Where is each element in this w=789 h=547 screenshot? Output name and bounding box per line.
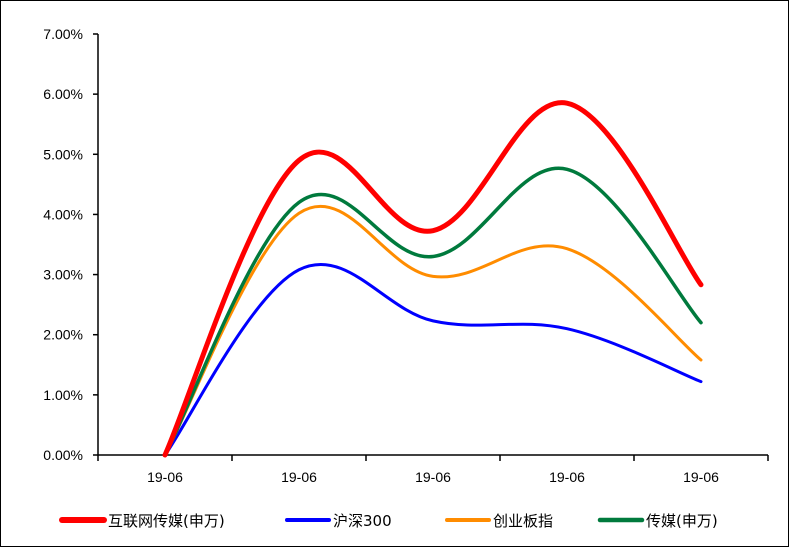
legend: 互联网传媒(申万) 沪深300 创业板指 传媒(申万) [59,512,718,530]
y-tick-label: 1.00% [43,387,83,403]
x-tick-label: 19-06 [281,469,317,485]
x-tick-label: 19-06 [549,469,585,485]
y-tick-label: 0.00% [43,447,83,463]
y-tick-label: 7.00% [43,26,83,42]
x-tick-label: 19-06 [415,469,451,485]
y-tick-label: 2.00% [43,327,83,343]
legend-label: 传媒(申万) [646,512,718,530]
x-tick-label: 19-06 [147,469,183,485]
legend-label: 创业板指 [493,512,553,530]
legend-label: 沪深300 [333,512,392,530]
series-line-0 [162,100,704,458]
y-tick-label: 5.00% [43,146,83,162]
series-line-2 [163,204,703,457]
y-tick-label: 3.00% [43,267,83,283]
legend-label: 互联网传媒(申万) [108,512,225,530]
x-tick-label: 19-06 [683,469,719,485]
series-lines [162,100,704,458]
series-line-3 [163,166,703,457]
series-line-1 [163,262,703,457]
y-tick-label: 6.00% [43,86,83,102]
y-tick-label: 4.00% [43,206,83,222]
axes: 0.00% 1.00% 2.00% 3.00% 4.00% 5.00% 6.00% 7.00%… [43,26,769,485]
